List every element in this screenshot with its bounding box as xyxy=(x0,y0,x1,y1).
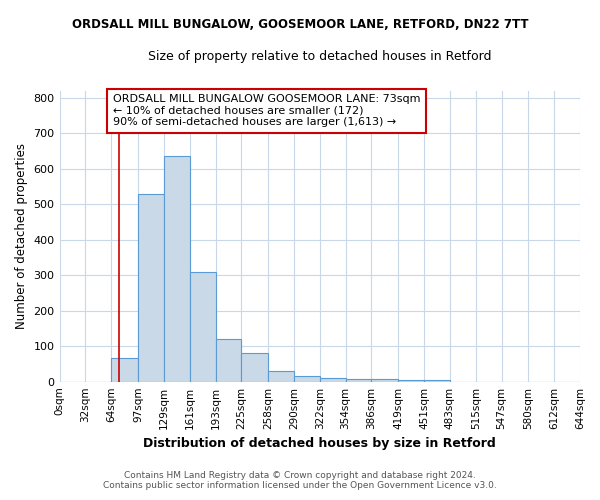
Title: Size of property relative to detached houses in Retford: Size of property relative to detached ho… xyxy=(148,50,491,63)
Y-axis label: Number of detached properties: Number of detached properties xyxy=(15,143,28,329)
Text: ORDSALL MILL BUNGALOW, GOOSEMOOR LANE, RETFORD, DN22 7TT: ORDSALL MILL BUNGALOW, GOOSEMOOR LANE, R… xyxy=(72,18,528,30)
Bar xyxy=(164,156,190,382)
Bar xyxy=(241,354,268,382)
Bar xyxy=(190,272,215,382)
Bar xyxy=(111,358,138,382)
Bar xyxy=(268,371,294,382)
Bar xyxy=(346,379,371,382)
Text: Contains HM Land Registry data © Crown copyright and database right 2024.
Contai: Contains HM Land Registry data © Crown c… xyxy=(103,470,497,490)
Text: ORDSALL MILL BUNGALOW GOOSEMOOR LANE: 73sqm
← 10% of detached houses are smaller: ORDSALL MILL BUNGALOW GOOSEMOOR LANE: 73… xyxy=(113,94,421,128)
Bar xyxy=(215,339,241,382)
Bar xyxy=(398,380,424,382)
Bar xyxy=(424,380,450,382)
Bar xyxy=(371,379,398,382)
Bar xyxy=(320,378,346,382)
Bar xyxy=(294,376,320,382)
X-axis label: Distribution of detached houses by size in Retford: Distribution of detached houses by size … xyxy=(143,437,496,450)
Bar xyxy=(138,194,164,382)
